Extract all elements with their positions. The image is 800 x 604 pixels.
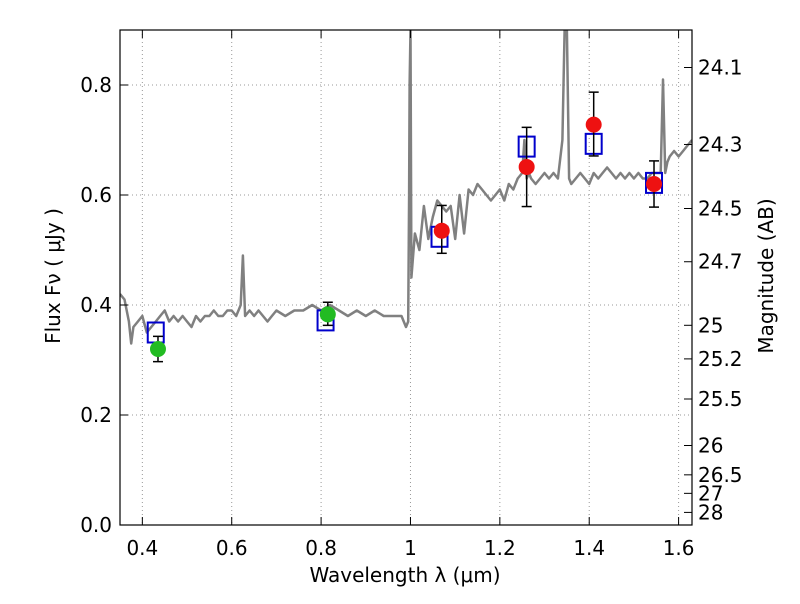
mag-tick-label: 24.1 [698,56,743,80]
y-axis-label: Flux Fν ( μJy ) [41,208,65,344]
x-tick-label: 1.4 [573,536,605,560]
x-tick-label: 0.6 [216,536,248,560]
mag-tick-label: 24.3 [698,132,743,156]
green-data-point [319,306,336,323]
model-spectrum-layer [120,30,692,345]
y2-axis-label: Magnitude (AB) [754,198,778,353]
y-tick-label: 0.4 [80,293,112,317]
red-data-point [646,176,663,192]
x-tick-label: 1.6 [663,536,695,560]
mag-tick-label: 24.5 [698,196,743,220]
mag-tick-label: 25 [698,313,723,337]
red-data-point [518,158,535,175]
mag-tick-label: 26.5 [698,463,743,487]
x-axis-label: Wavelength λ (μm) [309,563,500,587]
red-data-point [585,116,602,133]
mag-tick-label: 25.5 [698,387,743,411]
model-spectrum-line [120,30,692,345]
x-tick-label: 1 [404,536,417,560]
y-tick-label: 0.6 [80,183,112,207]
mag-tick-label: 28 [698,500,723,524]
red-data-point [433,222,450,239]
mag-tick-label: 25.2 [698,347,743,371]
y-tick-label: 0.2 [80,403,112,427]
data-points-layer [146,91,664,363]
x-tick-label: 1.2 [484,536,516,560]
y-tick-label: 0.0 [80,513,112,537]
plot-frame [119,29,693,526]
mag-tick-label: 26 [698,433,723,457]
mag-tick-label: 24.7 [698,250,743,274]
x-tick-label: 0.8 [305,536,337,560]
y-tick-label: 0.8 [80,73,112,97]
plot-background [120,30,692,525]
green-data-point [149,341,166,357]
ticks: 0.4 0.6 0.8 1 1.2 1.4 1.6 0.0 0.2 0.4 0.6 0.8 24.1 24… [80,30,743,560]
x-tick-label: 0.4 [126,536,158,560]
mag-tick-label: 27 [698,481,723,505]
